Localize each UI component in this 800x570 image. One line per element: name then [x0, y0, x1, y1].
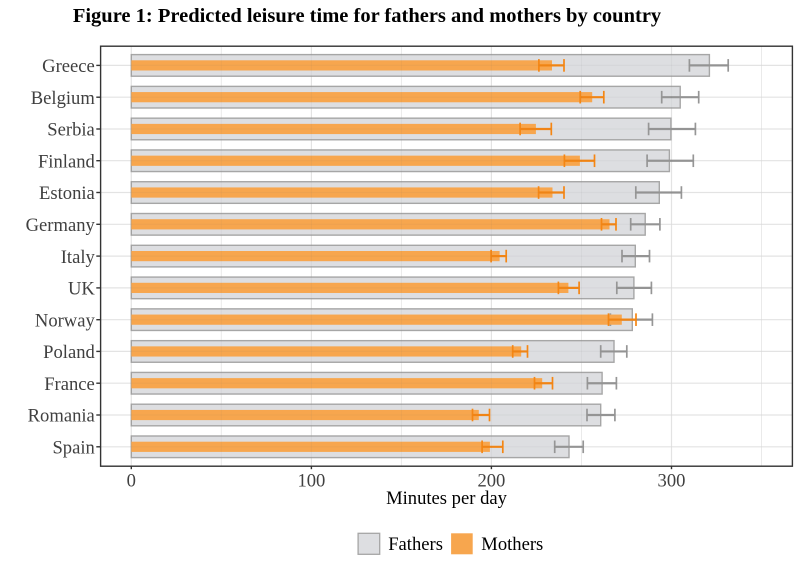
svg-text:Serbia: Serbia — [47, 120, 95, 141]
svg-text:Belgium: Belgium — [31, 88, 96, 109]
svg-text:Germany: Germany — [26, 215, 96, 236]
svg-text:Fathers: Fathers — [388, 534, 443, 555]
svg-text:Figure 1: Predicted leisure ti: Figure 1: Predicted leisure time for fat… — [73, 5, 662, 27]
svg-text:0: 0 — [127, 470, 136, 491]
svg-text:Poland: Poland — [43, 342, 95, 363]
svg-text:France: France — [44, 374, 95, 395]
svg-text:300: 300 — [658, 470, 686, 491]
svg-text:Minutes per day: Minutes per day — [386, 488, 508, 509]
svg-text:200: 200 — [477, 470, 505, 491]
svg-text:UK: UK — [68, 279, 95, 300]
svg-text:Greece: Greece — [42, 56, 95, 77]
svg-text:Mothers: Mothers — [481, 534, 543, 555]
svg-text:100: 100 — [297, 470, 325, 491]
svg-text:Romania: Romania — [28, 406, 95, 427]
svg-text:Spain: Spain — [52, 438, 95, 459]
svg-text:Italy: Italy — [61, 247, 96, 268]
svg-text:Estonia: Estonia — [39, 183, 95, 204]
svg-text:Finland: Finland — [38, 151, 96, 172]
svg-text:Norway: Norway — [35, 310, 96, 331]
